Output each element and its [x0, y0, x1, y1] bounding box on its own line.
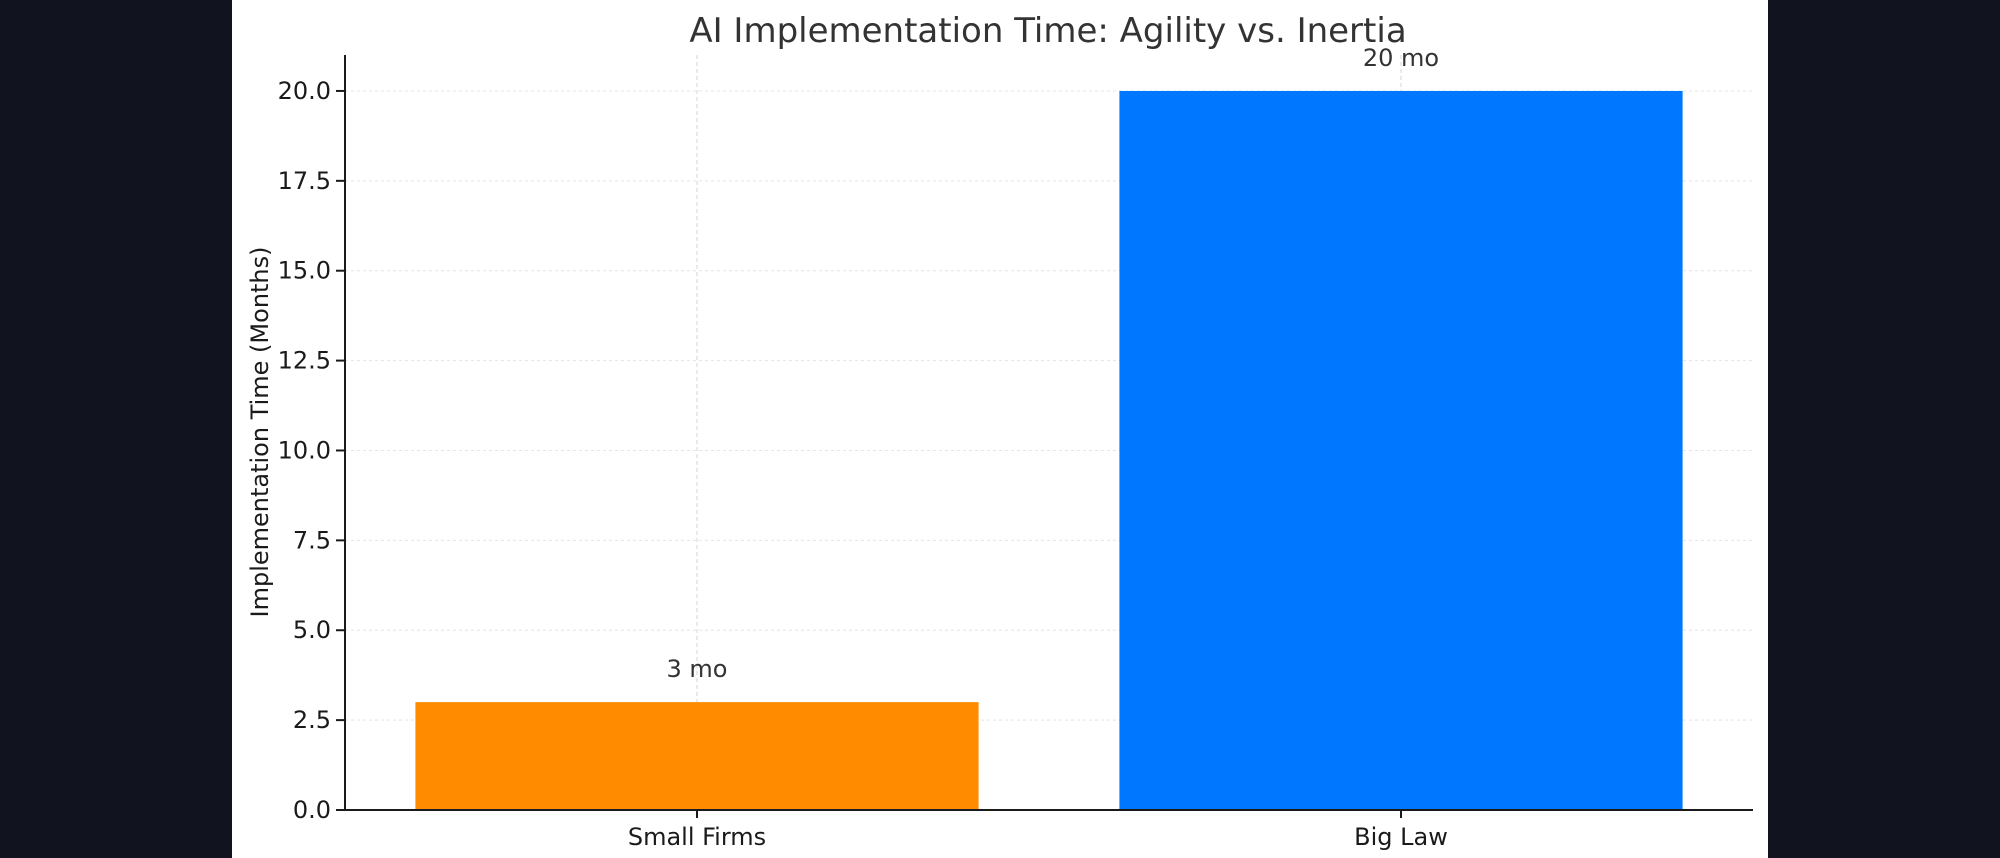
chart-panel: 0.0 2.5 5.0 7.5 10.0 12.5 15.0 17.5 20.0 Small F…: [232, 0, 1768, 858]
y-tick-label: 17.5: [278, 167, 331, 195]
data-label: 3 mo: [667, 655, 728, 683]
x-tick-label: Big Law: [1354, 823, 1448, 851]
bar-big-law: [1119, 90, 1683, 810]
y-ticks: 0.0 2.5 5.0 7.5 10.0 12.5 15.0 17.5 20.0: [278, 77, 345, 824]
y-tick-label: 2.5: [293, 706, 331, 734]
y-tick-label: 10.0: [278, 436, 331, 464]
y-tick-label: 7.5: [293, 526, 331, 554]
y-tick-label: 12.5: [278, 347, 331, 375]
bar-small-firms: [415, 702, 979, 810]
y-tick-label: 0.0: [293, 796, 331, 824]
y-tick-label: 15.0: [278, 257, 331, 285]
chart-title: AI Implementation Time: Agility vs. Iner…: [689, 11, 1406, 51]
grid-lines: [345, 55, 1753, 810]
data-labels: 3 mo 20 mo: [667, 44, 1440, 683]
y-axis-label: Implementation Time (Months): [246, 246, 274, 617]
bars: [415, 90, 1683, 810]
data-label: 20 mo: [1363, 44, 1439, 72]
x-ticks: Small Firms Big Law: [628, 810, 1448, 851]
y-tick-label: 5.0: [293, 616, 331, 644]
bar-chart: 0.0 2.5 5.0 7.5 10.0 12.5 15.0 17.5 20.0 Small F…: [246, 11, 1753, 851]
x-tick-label: Small Firms: [628, 823, 766, 851]
y-tick-label: 20.0: [278, 77, 331, 105]
